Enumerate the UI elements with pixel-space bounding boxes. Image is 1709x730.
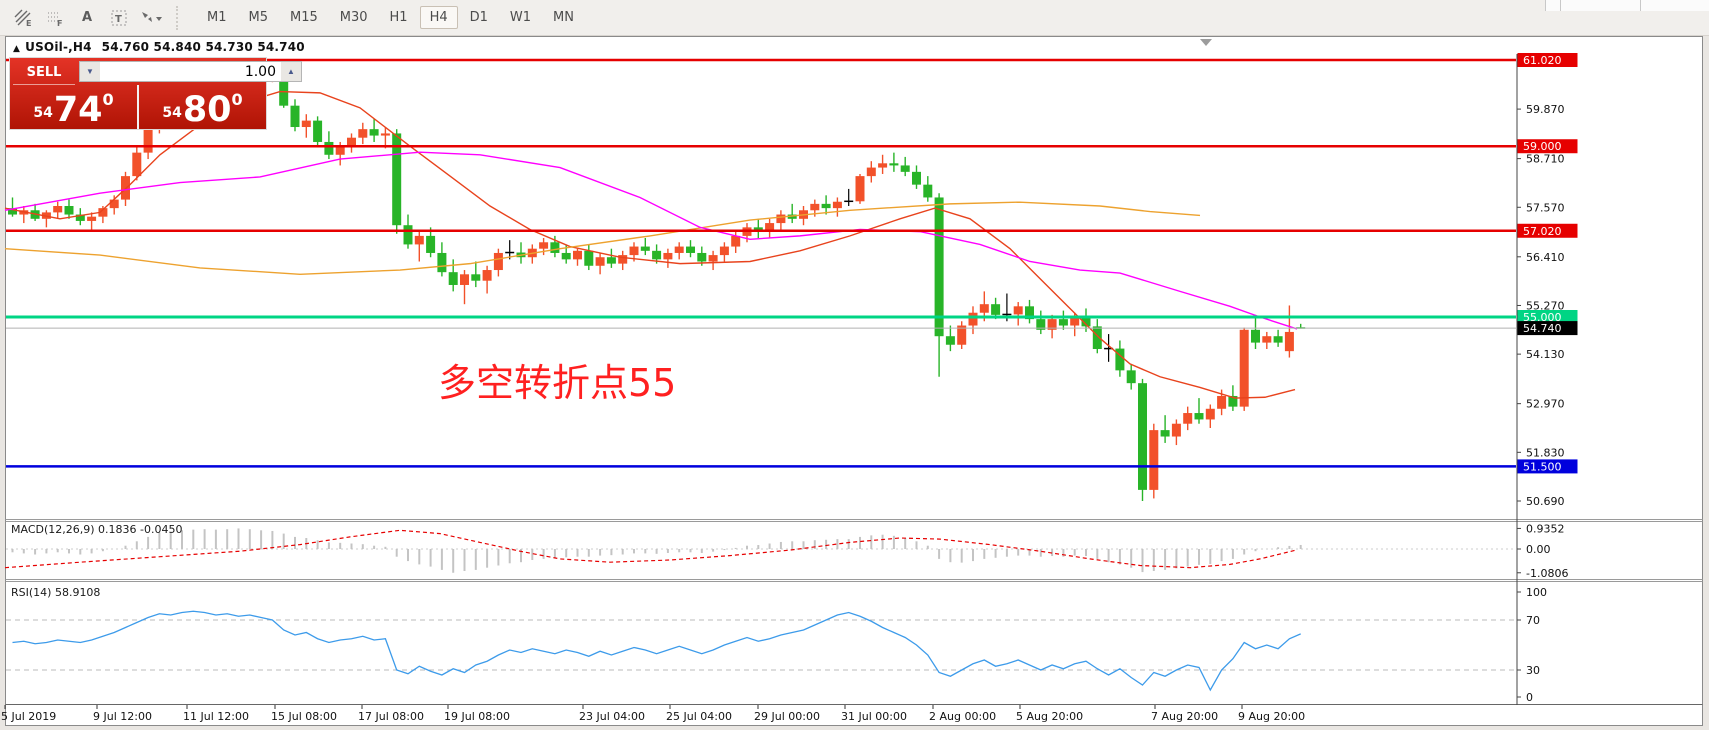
grid-f-icon[interactable]: F [40,5,70,31]
macd-indicator-label: MACD(12,26,9) 0.1836 -0.0450 [11,523,183,536]
expert-draw-icon[interactable]: E [8,5,38,31]
tab-timeframe-m30[interactable]: M30 [330,6,378,29]
svg-text:T: T [115,14,122,25]
objects-cursor-icon[interactable] [136,5,166,31]
buy-price-big: 80 [182,90,232,131]
volume-increase-button[interactable]: ▲ [281,62,301,81]
svg-text:E: E [26,19,31,27]
buy-button[interactable]: BUY [306,61,368,85]
buy-price-sup: 0 [231,90,243,109]
timeframe-bar: M1 M5 M15 M30 H1 H4 D1 W1 MN [196,6,585,29]
volume-stepper: ▼ ▲ [79,61,302,82]
window-chrome-strip [1545,0,1709,11]
rsi-indicator-label: RSI(14) 58.9108 [11,586,101,599]
tab-timeframe-m5[interactable]: M5 [239,6,279,29]
buy-price[interactable]: 54 80 0 [137,85,266,129]
chrome-divider [1560,0,1561,11]
sell-price-big: 74 [53,90,103,131]
chart-title: ▲ USOil-,H4 54.760 54.840 54.730 54.740 [13,40,305,54]
svg-text:F: F [57,19,62,27]
tab-timeframe-d1[interactable]: D1 [460,6,498,29]
trade-controls-row: SELL ▼ ▲ BUY [10,58,368,85]
volume-input[interactable] [100,62,281,81]
buy-price-prefix: 54 [162,105,182,121]
tab-timeframe-w1[interactable]: W1 [500,6,541,29]
sell-price-prefix: 54 [33,105,53,121]
tab-timeframe-h1[interactable]: H1 [380,6,418,29]
text-box-icon[interactable]: T [104,5,134,31]
toolbar-grip [176,5,186,30]
expand-triangle-icon[interactable]: ▲ [13,44,21,54]
symbol-timeframe: USOil-,H4 [25,40,92,54]
sell-price-sup: 0 [102,90,114,109]
sell-button[interactable]: SELL [13,61,75,85]
tab-timeframe-m15[interactable]: M15 [280,6,328,29]
tab-timeframe-m1[interactable]: M1 [197,6,237,29]
tab-timeframe-h4[interactable]: H4 [419,6,458,29]
chart-window [5,36,1703,726]
trade-prices-row: 54 74 0 54 80 0 [10,85,266,129]
chrome-divider [1640,0,1641,11]
ohlc-values: 54.760 54.840 54.730 54.740 [101,40,305,54]
one-click-trading-panel: SELL ▼ ▲ BUY 54 74 0 54 80 0 [9,57,368,130]
volume-decrease-button[interactable]: ▼ [80,62,100,81]
text-label-icon[interactable]: A [81,10,93,25]
tab-timeframe-mn[interactable]: MN [543,6,584,29]
sell-price[interactable]: 54 74 0 [10,85,137,129]
top-toolbar: E F A T M1 M5 M15 M30 H1 H4 D1 W1 MN [0,0,1709,36]
chart-annotation-text: 多空转折点55 [438,361,677,405]
